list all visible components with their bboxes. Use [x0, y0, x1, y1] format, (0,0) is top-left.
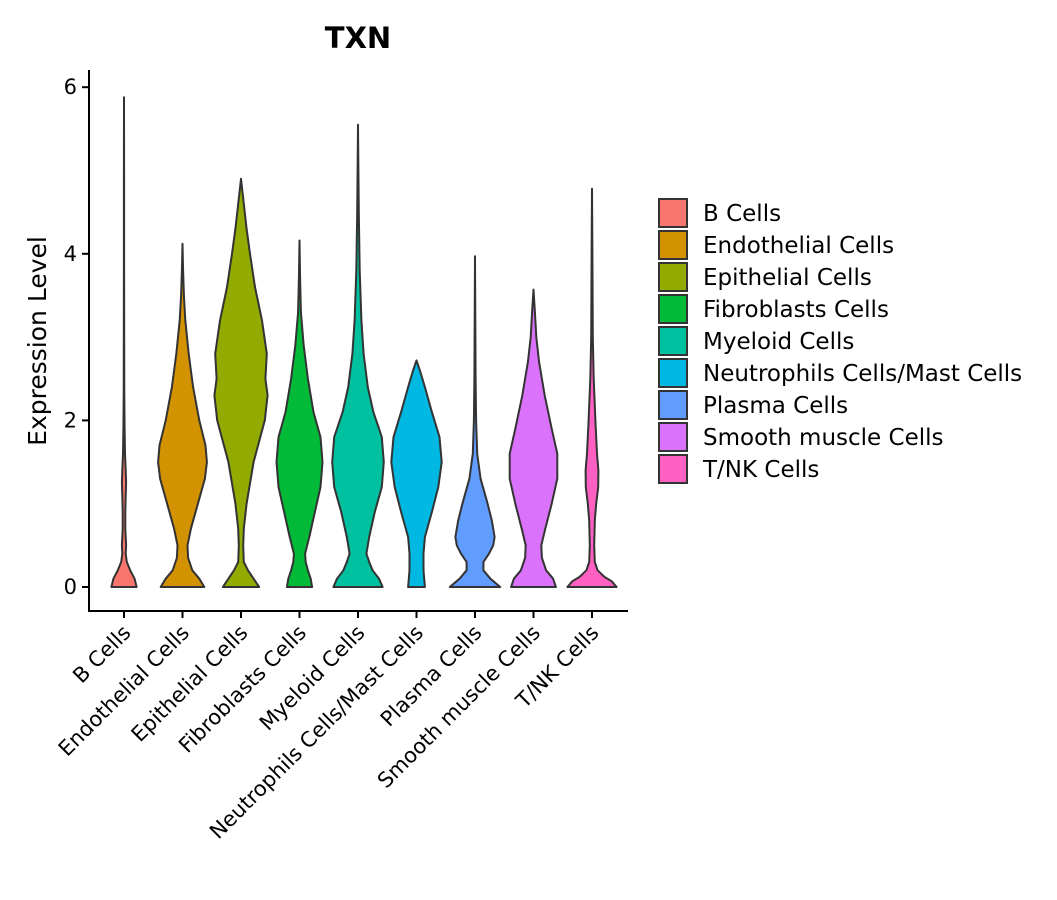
legend-key-b-cells — [658, 198, 688, 228]
violin-plasma-cells — [448, 255, 502, 588]
violin-endothelial-cells — [157, 242, 208, 588]
violin-b-cells — [110, 96, 138, 588]
x-tick-label-plasma-cells: Plasma Cells — [376, 621, 487, 732]
legend-label-plasma-cells: Plasma Cells — [703, 393, 848, 419]
x-tick-label-neutrophils-cells-mast-cells: Neutrophils Cells/Mast Cells — [205, 621, 428, 844]
y-tick-label: 6 — [64, 75, 77, 99]
violin-fibroblasts-cells — [275, 239, 324, 588]
violin-layer — [110, 96, 618, 588]
legend-label-myeloid-cells: Myeloid Cells — [703, 329, 854, 355]
legend-label-endothelial-cells: Endothelial Cells — [703, 233, 894, 259]
legend-label-neutrophils-cells-mast-cells: Neutrophils Cells/Mast Cells — [703, 361, 1022, 387]
y-tick-label: 4 — [64, 242, 77, 266]
legend-key-neutrophils-cells-mast-cells — [658, 358, 688, 388]
legend-label-b-cells: B Cells — [703, 201, 781, 227]
violin-t-nk-cells — [566, 187, 618, 588]
legend-label-smooth-muscle-cells: Smooth muscle Cells — [703, 425, 944, 451]
legend-label-fibroblasts-cells: Fibroblasts Cells — [703, 297, 889, 323]
y-axis-label: Expression Level — [23, 236, 52, 446]
violin-myeloid-cells — [331, 123, 385, 588]
y-tick-label: 2 — [64, 408, 77, 432]
legend-key-plasma-cells — [658, 390, 688, 420]
legend-key-epithelial-cells — [658, 262, 688, 292]
legend-label-epithelial-cells: Epithelial Cells — [703, 265, 872, 291]
legend-key-fibroblasts-cells — [658, 294, 688, 324]
violin-smooth-muscle-cells — [508, 288, 559, 588]
legend-key-t-nk-cells — [658, 454, 688, 484]
legend-key-endothelial-cells — [658, 230, 688, 260]
chart-title: TXN — [325, 21, 391, 55]
violin-epithelial-cells — [213, 177, 269, 588]
legend-key-myeloid-cells — [658, 326, 688, 356]
legend-key-smooth-muscle-cells — [658, 422, 688, 452]
legend: B Cells Endothelial Cells Epithelial Cells… — [658, 198, 1022, 484]
y-tick-label: 0 — [64, 575, 77, 599]
y-axis-ticks: 0 2 4 6 — [64, 75, 89, 599]
legend-label-t-nk-cells: T/NK Cells — [702, 457, 819, 483]
violin-neutrophils-cells-mast-cells — [390, 359, 443, 588]
